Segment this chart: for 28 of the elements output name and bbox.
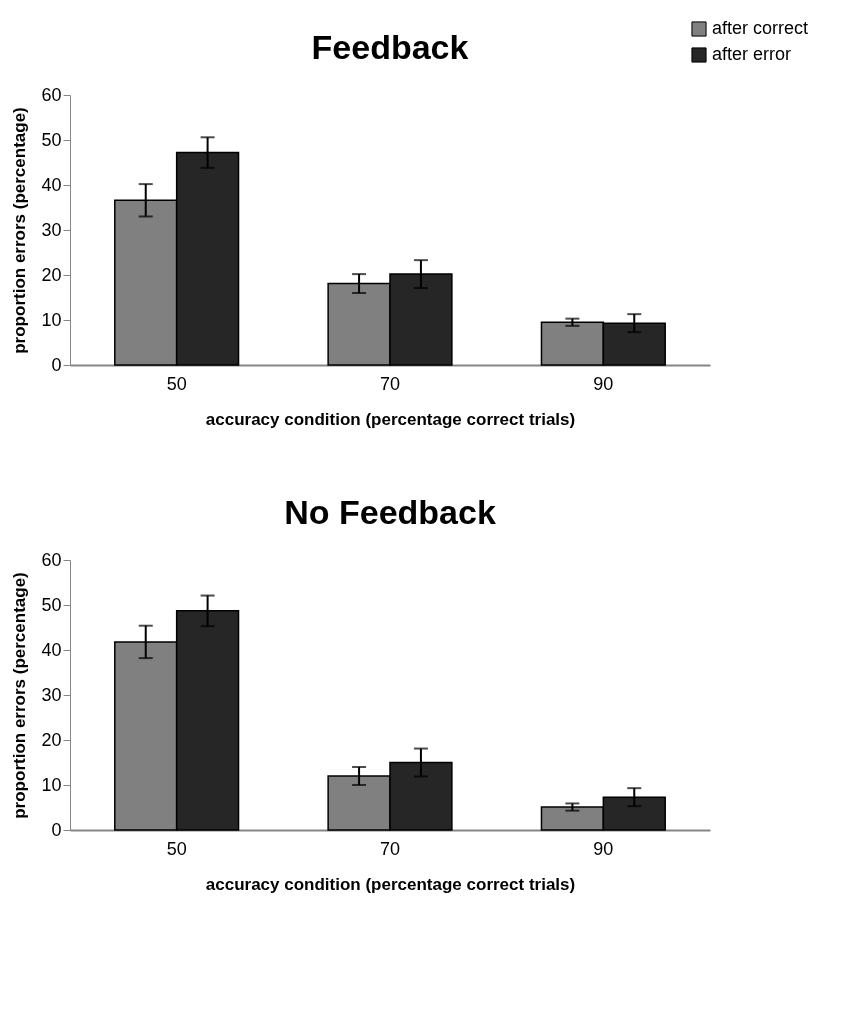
y-tick-label: 60 [41,84,62,105]
y-tick-label: 20 [41,264,62,285]
chart-title: No Feedback [284,493,496,531]
y-tick-label: 40 [41,174,62,195]
x-tick-label: 90 [593,373,614,394]
x-axis-title: accuracy condition (percentage correct trials) [205,409,576,429]
legend-label: after correct [712,18,809,38]
y-tick-label: 30 [41,219,62,240]
x-tick-label: 50 [166,373,187,394]
y-axis-title: proportion errors (percentage) [10,107,30,354]
y-tick-label: 10 [41,774,62,795]
y-tick-label: 0 [51,354,62,375]
x-tick-label: 90 [593,838,614,859]
x-tick-label: 70 [379,373,401,394]
legend-label: after error [712,44,792,64]
y-tick-label: 60 [41,549,62,570]
y-tick-label: 40 [41,639,62,660]
chart-title: Feedback [311,28,469,66]
x-axis-title: accuracy condition (percentage correct trials) [205,874,576,894]
y-tick-label: 50 [41,594,62,615]
y-tick-label: 0 [51,819,62,840]
y-tick-label: 10 [41,309,62,330]
y-tick-label: 20 [41,729,62,750]
y-axis-title: proportion errors (percentage) [10,572,30,819]
y-tick-label: 50 [41,129,62,150]
x-tick-label: 50 [166,838,187,859]
y-tick-label: 30 [41,684,62,705]
x-tick-label: 70 [379,838,401,859]
